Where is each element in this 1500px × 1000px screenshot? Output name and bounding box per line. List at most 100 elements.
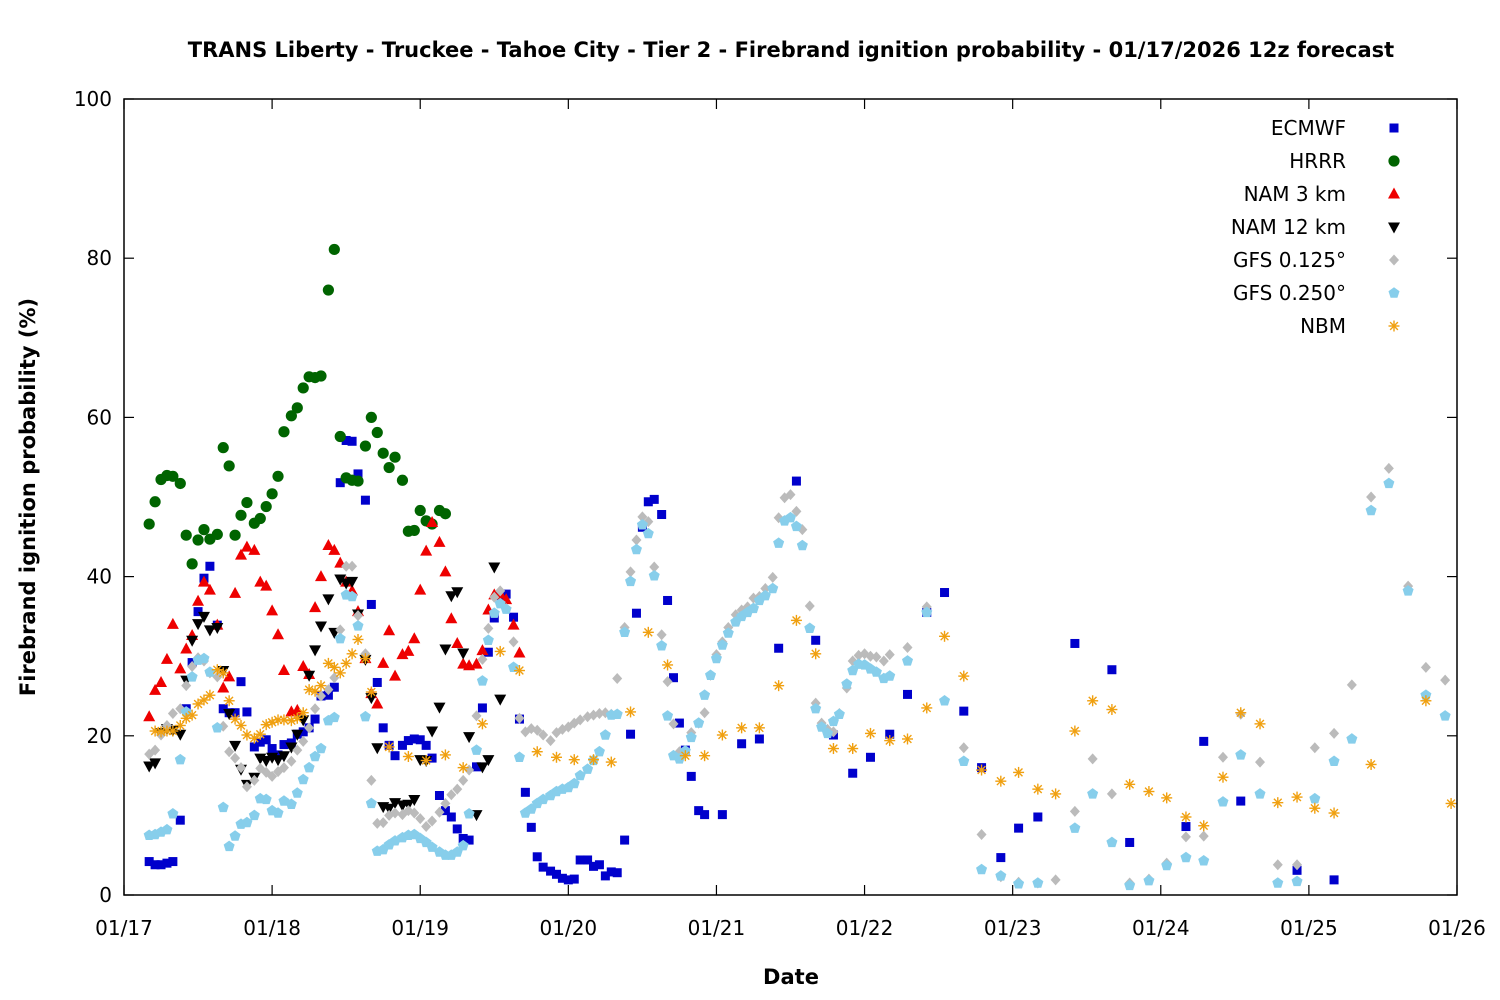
y-tick-label: 60 (87, 405, 112, 429)
data-point (167, 808, 179, 819)
data-point (377, 656, 390, 668)
data-point (297, 707, 309, 719)
data-point (483, 622, 494, 634)
data-point (921, 702, 933, 714)
legend-label: GFS 0.250° (1233, 281, 1346, 305)
data-point (371, 697, 384, 709)
data-point (871, 651, 882, 663)
data-point (568, 754, 580, 766)
x-tick-label: 01/23 (984, 916, 1042, 940)
data-point (1402, 585, 1414, 596)
data-point (372, 817, 383, 829)
data-point (631, 534, 642, 546)
legend-label: GFS 0.125° (1233, 248, 1346, 272)
data-point (1420, 661, 1431, 673)
data-point (434, 791, 444, 800)
data-point (211, 623, 224, 635)
data-point (193, 607, 203, 617)
data-point (1180, 811, 1192, 823)
legend-marker (1389, 123, 1399, 133)
data-point (310, 714, 320, 724)
data-point (1180, 831, 1191, 843)
data-point (631, 608, 641, 618)
data-point (605, 756, 617, 768)
data-point (329, 682, 339, 692)
data-point (415, 735, 425, 745)
data-point (1199, 736, 1209, 746)
data-point (1032, 783, 1044, 795)
y-tick-label: 100 (74, 87, 112, 111)
data-point (254, 512, 266, 525)
data-point (902, 641, 913, 653)
x-axis-label: Date (763, 965, 819, 989)
data-point (160, 652, 173, 664)
data-point (186, 709, 198, 721)
series-nbm (149, 614, 1457, 832)
y-tick-label: 80 (87, 246, 112, 270)
data-point (359, 653, 371, 665)
legend-marker (1388, 222, 1400, 234)
data-point (1292, 865, 1302, 875)
data-point (192, 534, 204, 546)
y-tick-label: 20 (87, 724, 112, 748)
data-point (439, 749, 451, 761)
x-tick-label: 01/20 (540, 916, 598, 940)
data-point (575, 855, 585, 865)
data-point (1272, 797, 1284, 809)
data-point (1217, 796, 1229, 807)
data-point (1440, 674, 1451, 686)
data-point (235, 719, 247, 731)
data-point (1013, 766, 1025, 778)
data-point (939, 694, 951, 706)
data-point (415, 813, 426, 825)
data-point (211, 664, 223, 676)
data-point (174, 477, 186, 490)
data-point (352, 475, 364, 487)
data-point (699, 689, 711, 700)
data-point (248, 543, 261, 555)
data-point (489, 591, 500, 603)
data-point (477, 703, 487, 713)
data-point (737, 739, 747, 749)
data-point (1383, 462, 1394, 474)
data-point (545, 735, 556, 747)
data-point (192, 619, 205, 631)
data-point (223, 670, 236, 682)
data-point (538, 862, 548, 872)
data-point (390, 807, 401, 819)
data-point (180, 529, 192, 541)
data-point (1069, 725, 1081, 737)
data-point (353, 469, 363, 479)
data-point (291, 402, 303, 414)
data-point (402, 644, 415, 656)
legend-marker (1388, 287, 1400, 298)
data-point (224, 746, 235, 758)
data-point (625, 706, 637, 718)
data-point (1180, 851, 1192, 863)
data-point (760, 583, 771, 595)
data-point (144, 857, 154, 867)
data-point (203, 583, 216, 595)
data-point (674, 718, 684, 728)
data-point (278, 714, 290, 726)
data-point (353, 610, 364, 622)
data-point (717, 810, 727, 820)
data-point (1087, 788, 1099, 799)
data-point (260, 579, 273, 591)
data-point (298, 727, 308, 737)
data-point (959, 706, 969, 716)
data-point (285, 798, 297, 809)
data-point (488, 607, 500, 618)
data-point (261, 735, 271, 745)
data-point (383, 461, 395, 474)
data-point (1198, 820, 1210, 832)
data-point (1050, 788, 1062, 800)
data-point (310, 703, 321, 715)
data-point (433, 535, 446, 547)
legend-label: NAM 12 km (1231, 215, 1346, 239)
data-point (426, 515, 439, 527)
data-point (1198, 854, 1210, 866)
data-point (156, 860, 166, 870)
data-point (636, 519, 648, 530)
data-point (507, 618, 520, 630)
